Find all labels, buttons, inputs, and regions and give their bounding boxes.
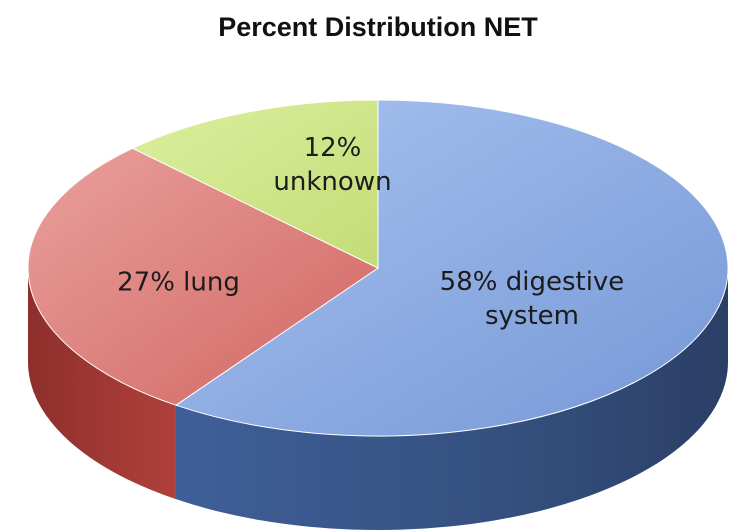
pie-slice-label-0: 58% digestive system <box>440 267 625 331</box>
pie-slice-side-0 <box>175 268 728 530</box>
pie-slice-2 <box>131 99 379 269</box>
pie-slice-1 <box>27 147 379 406</box>
pie-slice-0 <box>174 99 729 437</box>
pie-slice-label-2: 12% unknown <box>273 133 391 197</box>
pie-slice-side-1 <box>28 268 176 500</box>
chart-title: Percent Distribution NET <box>218 12 538 42</box>
pie-slice-label-1: 27% lung <box>117 267 240 297</box>
